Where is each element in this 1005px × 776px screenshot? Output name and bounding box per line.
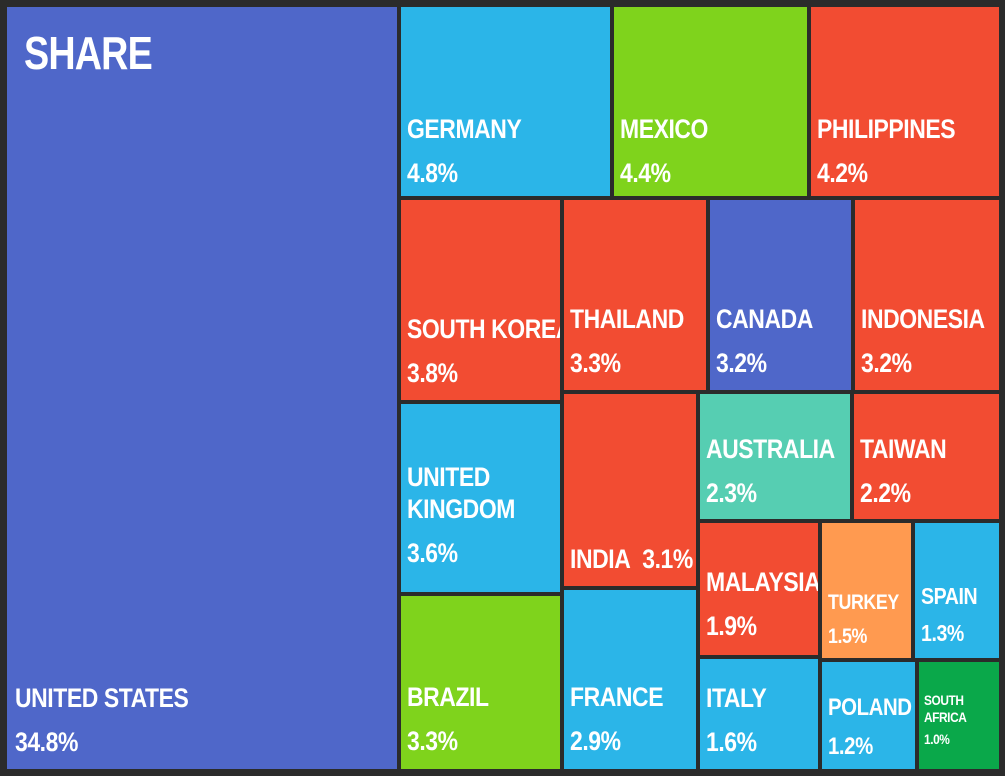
tile-label: CANADA: [716, 304, 813, 334]
tile-turkey: TURKEY 1.5%: [820, 521, 913, 660]
tile-value: 2.2%: [860, 478, 911, 508]
chart-title: SHARE: [24, 27, 153, 79]
tile-label: TAIWAN: [860, 434, 947, 464]
tile-poland: POLAND 1.2%: [820, 660, 917, 771]
tile-malaysia: MALAYSIA 1.9%: [698, 521, 820, 657]
tile-value: 34.8%: [15, 727, 78, 757]
tile-value: 2.3%: [706, 478, 757, 508]
tile-value: 1.0%: [924, 731, 950, 748]
tile-label: INDONESIA: [861, 304, 985, 334]
tile-value: 3.6%: [407, 537, 458, 568]
tile-value: 4.4%: [620, 158, 671, 188]
tile-united-states: UNITED STATES 34.8%: [5, 5, 399, 771]
tile-mexico: MEXICO 4.4%: [612, 5, 809, 198]
tile-label: TURKEY: [828, 591, 899, 614]
tile-south-africa: SOUTH AFRICA 1.0%: [917, 660, 1001, 771]
tile-india: INDIA 3.1%: [562, 392, 698, 588]
tile-indonesia: INDONESIA 3.2%: [853, 198, 1001, 392]
tile-south-korea: SOUTH KOREA 3.8%: [399, 198, 562, 402]
tile-label: PHILIPPINES: [817, 114, 956, 144]
tile-value: 1.2%: [828, 733, 873, 761]
tile-value: 2.9%: [570, 726, 621, 756]
tile-value: 1.3%: [921, 620, 964, 647]
tile-italy: ITALY 1.6%: [698, 657, 820, 771]
tile-label: INDIA: [570, 544, 631, 574]
tile-label: THAILAND: [570, 304, 684, 334]
tile-value: 1.5%: [828, 625, 867, 649]
tile-value: 3.8%: [407, 358, 458, 388]
tile-taiwan: TAIWAN 2.2%: [852, 392, 1001, 521]
tile-label: UNITED KINGDOM: [407, 462, 515, 524]
tile-label: BRAZIL: [407, 682, 489, 712]
tile-label: POLAND: [828, 694, 912, 721]
tile-label: GERMANY: [407, 114, 522, 144]
tile-spain: SPAIN 1.3%: [913, 521, 1001, 660]
tile-philippines: PHILIPPINES 4.2%: [809, 5, 1001, 198]
tile-brazil: BRAZIL 3.3%: [399, 594, 562, 771]
tile-value: 1.9%: [706, 611, 757, 641]
tile-canada: CANADA 3.2%: [708, 198, 853, 392]
tile-france: FRANCE 2.9%: [562, 588, 698, 771]
tile-value: 1.6%: [706, 727, 757, 757]
tile-value: 3.2%: [716, 348, 767, 378]
tile-label: AUSTRALIA: [706, 434, 835, 464]
tile-value: 3.2%: [861, 348, 912, 378]
tile-label: SPAIN: [921, 583, 978, 609]
tile-label: FRANCE: [570, 682, 664, 712]
tile-value: 4.8%: [407, 158, 458, 188]
tile-value: 3.3%: [407, 726, 458, 756]
tile-label: ITALY: [706, 683, 767, 713]
tile-label: SOUTH KOREA: [407, 314, 562, 344]
tile-germany: GERMANY 4.8%: [399, 5, 612, 198]
tile-label: MALAYSIA: [706, 567, 820, 597]
tile-value: 4.2%: [817, 158, 868, 188]
tile-label: MEXICO: [620, 114, 708, 144]
tile-label: SOUTH AFRICA: [924, 692, 967, 725]
tile-label: UNITED STATES: [15, 683, 189, 713]
tile-value: 3.1%: [642, 544, 693, 574]
tile-thailand: THAILAND 3.3%: [562, 198, 708, 392]
tile-australia: AUSTRALIA 2.3%: [698, 392, 852, 521]
tile-united-kingdom: UNITED KINGDOM 3.6%: [399, 402, 562, 594]
tile-value: 3.3%: [570, 348, 621, 378]
